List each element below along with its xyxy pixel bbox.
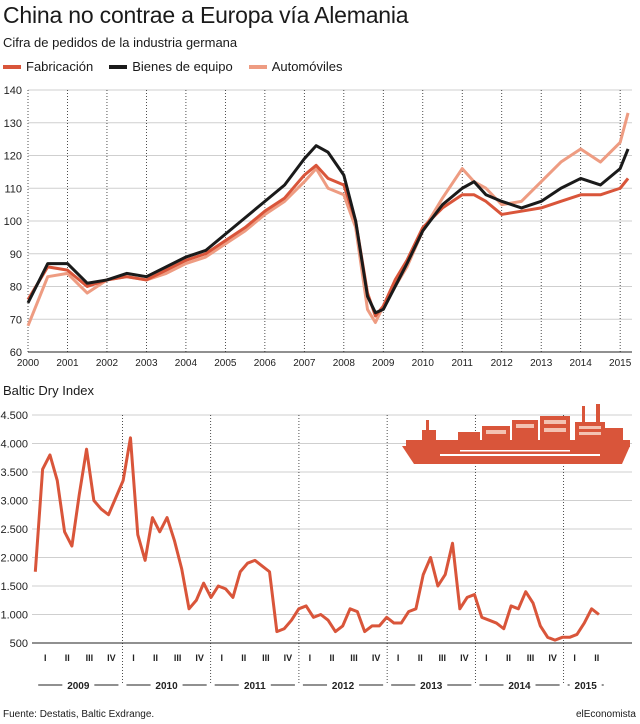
x-tick-label: 2003 <box>135 358 158 369</box>
quarter-label: II <box>418 653 423 663</box>
quarter-label: III <box>350 653 358 663</box>
orders-line-chart: 60 70 80 90 100 110 120 130 140 2000 2001 2002 2003 2… <box>4 85 632 369</box>
brand-logo-text: elEconomista <box>575 709 636 720</box>
quarter-label: II <box>594 653 599 663</box>
quarter-label: I <box>397 653 400 663</box>
legend: Fabricación Bienes de equipo Automóviles <box>3 59 359 74</box>
x-tick-label: 2005 <box>214 358 237 369</box>
legend-item-bienes: Bienes de equipo <box>109 59 233 74</box>
quarter-label: IV <box>284 653 293 663</box>
y-tick-label: 4.500 <box>0 410 28 422</box>
x-tick-label: 2007 <box>293 358 316 369</box>
quarter-label: II <box>153 653 158 663</box>
y-tick-label: 60 <box>10 347 22 359</box>
quarter-label: I <box>220 653 223 663</box>
x-tick-label: 2011 <box>451 358 473 369</box>
quarter-label: I <box>309 653 312 663</box>
x-tick-label: 2015 <box>609 358 632 369</box>
x-tick-label: 2002 <box>96 358 119 369</box>
y-tick-label: 1.500 <box>0 581 28 593</box>
quarter-label: II <box>241 653 246 663</box>
legend-item-fabricacion: Fabricación <box>3 59 93 74</box>
quarter-label: I <box>132 653 135 663</box>
y-tick-label: 3.500 <box>0 467 28 479</box>
x-tick-label: 2001 <box>56 358 79 369</box>
legend-swatch-fabricacion <box>3 64 21 69</box>
year-label: 2015 <box>575 681 598 692</box>
source-note: Fuente: Destatis, Baltic Exdrange. <box>3 709 155 720</box>
x-tick-label: 2004 <box>175 358 198 369</box>
quarter-label: IV <box>195 653 204 663</box>
y-tick-label: 130 <box>4 118 22 130</box>
quarter-label: III <box>439 653 447 663</box>
quarter-label: IV <box>107 653 116 663</box>
legend-swatch-automoviles <box>248 64 267 69</box>
y-tick-label: 140 <box>4 85 22 97</box>
quarter-label: II <box>329 653 334 663</box>
legend-label-automoviles: Automóviles <box>271 59 343 74</box>
baltic-series-line <box>33 436 600 642</box>
y-tick-label: 4.000 <box>0 439 28 451</box>
year-label: 2010 <box>155 681 178 692</box>
series-line-bienes-de-equipo <box>26 144 630 315</box>
cargo-ship-illustration <box>402 404 630 464</box>
quarter-label: III <box>527 653 535 663</box>
chart-title: China no contrae a Europa vía Alemania <box>3 2 409 28</box>
quarter-label: I <box>485 653 488 663</box>
year-label: 2014 <box>508 681 531 692</box>
legend-swatch-bienes <box>109 64 128 69</box>
y-tick-label: 110 <box>4 183 22 195</box>
quarter-label: IV <box>548 653 557 663</box>
y-tick-label: 100 <box>4 216 22 228</box>
y-tick-label: 90 <box>10 249 22 261</box>
x-tick-label: 2009 <box>372 358 395 369</box>
y-tick-label: 3.000 <box>0 496 28 508</box>
legend-label-bienes: Bienes de equipo <box>132 59 233 74</box>
baltic-title: Baltic Dry Index <box>3 383 95 398</box>
quarter-label: I <box>44 653 47 663</box>
baltic-line-chart: 500 1.000 1.500 2.000 2.500 3.000 3.500 4.000 4.… <box>0 410 632 692</box>
x-tick-label: 2008 <box>333 358 356 369</box>
x-tick-label: 2014 <box>570 358 593 369</box>
year-label: 2011 <box>244 681 266 692</box>
y-tick-label: 500 <box>10 638 28 650</box>
series-line-autom-viles <box>26 112 630 327</box>
quarter-label: II <box>65 653 70 663</box>
legend-item-automoviles: Automóviles <box>248 59 343 74</box>
year-label: 2009 <box>67 681 90 692</box>
quarter-label: III <box>262 653 270 663</box>
quarter-label: II <box>506 653 511 663</box>
y-tick-label: 1.000 <box>0 610 28 622</box>
legend-label-fabricacion: Fabricación <box>26 59 94 74</box>
x-tick-label: 2012 <box>491 358 514 369</box>
y-tick-label: 120 <box>4 151 22 163</box>
year-label: 2012 <box>332 681 355 692</box>
y-tick-label: 70 <box>10 314 22 326</box>
x-tick-label: 2010 <box>412 358 435 369</box>
quarter-label: III <box>86 653 94 663</box>
quarter-label: III <box>174 653 182 663</box>
quarter-label: IV <box>372 653 381 663</box>
y-tick-label: 2.000 <box>0 553 28 565</box>
x-tick-label: 2013 <box>530 358 553 369</box>
x-tick-label: 2006 <box>254 358 277 369</box>
quarter-label: I <box>573 653 576 663</box>
chart-subtitle: Cifra de pedidos de la industria germana <box>3 35 238 50</box>
quarter-label: IV <box>460 653 469 663</box>
x-tick-label: 2000 <box>17 358 40 369</box>
y-tick-label: 80 <box>10 282 22 294</box>
y-tick-label: 2.500 <box>0 524 28 536</box>
year-label: 2013 <box>420 681 443 692</box>
